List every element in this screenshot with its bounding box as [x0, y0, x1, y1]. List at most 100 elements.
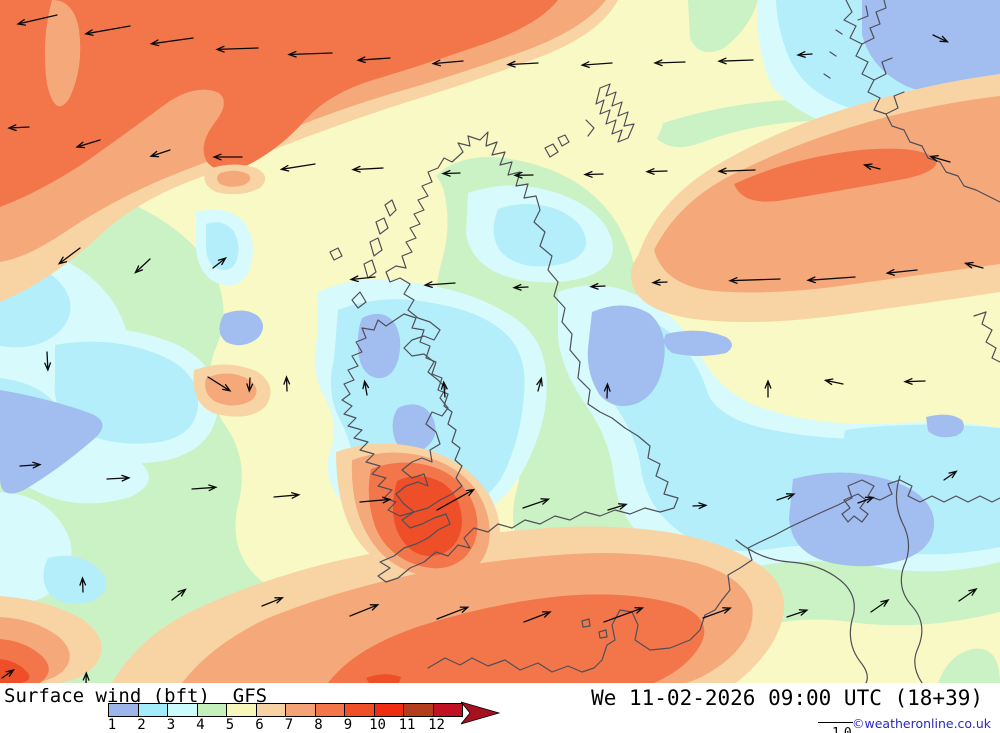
wind-arrow	[75, 139, 101, 149]
map-title: Surface wind (bft) GFS	[4, 685, 268, 707]
wind-arrow	[1, 668, 15, 679]
wind-arrow	[16, 14, 58, 26]
wind-scale-label: 10	[832, 726, 856, 733]
wind-arrow	[506, 60, 539, 68]
wind-arrow	[149, 149, 171, 158]
wind-arrows	[1, 14, 984, 683]
wind-arrow	[431, 59, 464, 67]
border-germany	[895, 475, 923, 683]
wind-arrow	[287, 50, 333, 58]
wind-arrow	[645, 168, 668, 175]
wind-arrow	[653, 59, 686, 67]
wind-arrow	[351, 165, 384, 173]
wind-arrow	[19, 461, 42, 469]
coast-channel-islands	[581, 618, 608, 639]
wind-arrow	[106, 474, 131, 482]
wind-arrow	[589, 282, 606, 290]
wind-arrow	[261, 597, 285, 607]
legend-box-10	[373, 703, 404, 717]
wind-contours-warm-channel	[0, 443, 785, 683]
wind-arrow	[862, 163, 881, 170]
wind-arrow	[806, 276, 856, 284]
coast-great-britain	[377, 131, 679, 583]
wind-arrow	[134, 258, 151, 274]
wind-arrow	[359, 496, 392, 504]
wind-arrow	[796, 51, 813, 58]
wind-arrow	[764, 379, 772, 398]
wind-arrow	[171, 588, 187, 601]
wind-arrow	[692, 502, 708, 510]
wind-arrow	[436, 606, 470, 620]
legend-value: 11	[398, 717, 416, 733]
wind-arrow	[44, 351, 52, 372]
wind-arrow	[536, 376, 543, 392]
legend-box-11	[403, 703, 434, 717]
wind-map	[0, 0, 1000, 683]
wind-arrow	[215, 45, 259, 53]
wind-arrow	[513, 171, 534, 179]
legend-value: 1	[107, 717, 117, 733]
wind-arrow	[349, 604, 380, 617]
wind-arrow	[903, 378, 926, 385]
wind-arrow	[870, 598, 890, 613]
legend-value: 2	[137, 717, 146, 733]
legend-box-5	[226, 703, 257, 717]
wind-arrow	[212, 153, 243, 161]
wind-arrow	[522, 498, 551, 509]
wind-arrow	[943, 470, 958, 481]
wind-arrow	[149, 37, 194, 47]
legend-box-8	[314, 703, 345, 717]
coast-norway-fjords	[823, 0, 905, 115]
wind-arrow	[603, 607, 645, 623]
wind-arrow	[958, 587, 978, 602]
coast-france-benelux	[427, 479, 1000, 673]
wind-arrow	[246, 377, 254, 393]
legend-value: 10	[369, 717, 386, 733]
legend-box-7	[285, 703, 316, 717]
copyright-link[interactable]: ©weatheronline.co.uk	[852, 716, 991, 731]
map-footer: Surface wind (bft) GFS We 11-02-2026 09:…	[0, 683, 1000, 733]
wind-arrow	[436, 488, 476, 511]
wind-arrow	[512, 283, 529, 291]
legend-value: 4	[196, 717, 205, 733]
wind-arrow	[717, 57, 754, 65]
legend-box-6	[255, 703, 286, 717]
legend-value: 6	[255, 717, 264, 733]
legend-arrowhead-icon	[461, 701, 501, 725]
coast-norway	[843, 0, 1000, 203]
wind-arrow	[885, 268, 918, 276]
wind-arrow	[607, 503, 628, 511]
wind-arrow	[356, 56, 391, 64]
wind-arrow	[273, 492, 301, 499]
legend-box-1	[108, 703, 139, 717]
wind-map-canvas	[0, 0, 1000, 683]
legend-box-3	[167, 703, 198, 717]
legend-value: 3	[166, 717, 176, 733]
wind-arrow	[580, 61, 613, 69]
coast-zuiderzee	[841, 493, 869, 523]
coast-orkney-shetland	[544, 83, 635, 158]
legend-value: 7	[284, 717, 294, 733]
wind-arrow	[440, 380, 448, 398]
wind-arrow	[362, 379, 370, 396]
wind-arrow	[823, 378, 844, 386]
wind-arrow	[79, 576, 87, 593]
legend-value: 8	[314, 717, 323, 733]
legend-value: 12	[428, 717, 445, 733]
legend-box-12	[432, 703, 463, 717]
wind-arrow	[283, 375, 291, 392]
wind-arrow	[786, 609, 809, 618]
wind-arrow	[728, 277, 781, 284]
wind-arrow	[523, 611, 552, 623]
legend-box-4	[196, 703, 227, 717]
wind-arrow	[82, 671, 90, 683]
wind-arrow	[212, 257, 227, 269]
wind-arrow	[651, 278, 668, 286]
coastlines	[329, 0, 1000, 683]
wind-arrow	[83, 25, 131, 36]
wind-arrow	[279, 163, 316, 172]
wind-arrow	[932, 34, 950, 43]
wind-arrow	[963, 261, 984, 269]
coast-hebrides	[329, 199, 397, 309]
